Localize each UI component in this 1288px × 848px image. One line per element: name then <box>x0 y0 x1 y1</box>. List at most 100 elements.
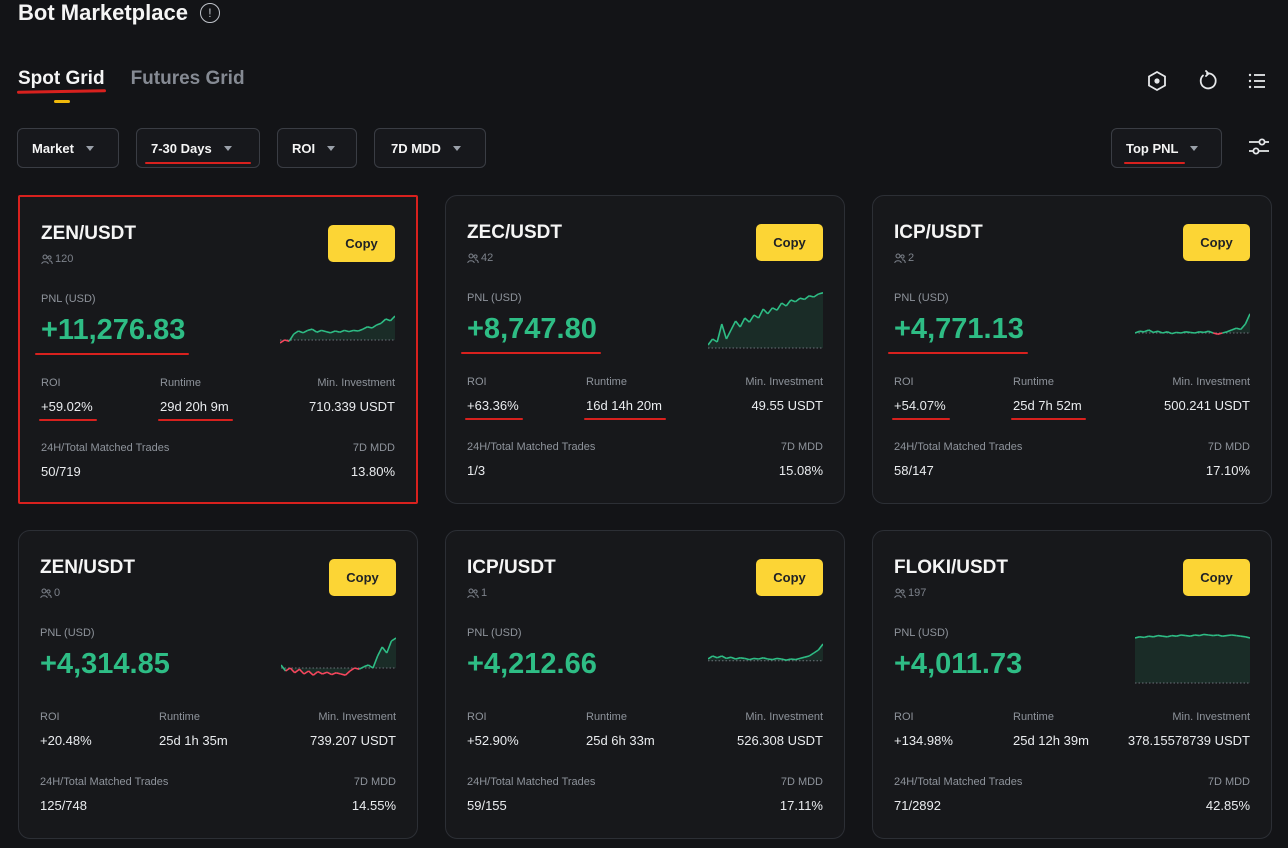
sparkline-segment <box>303 670 310 675</box>
sparkline-segment <box>376 646 383 657</box>
pnl-sparkline <box>280 315 395 344</box>
matched-trades-label: 24H/Total Matched Trades <box>894 776 1023 788</box>
sparkline-segment <box>1139 636 1145 639</box>
sparkline-segment <box>744 657 750 661</box>
sparkline-segment <box>334 330 341 333</box>
sparkline-segment <box>339 329 345 333</box>
sparkline-segment <box>353 329 359 332</box>
filter-bar: Market 7-30 Days ROI 7D MDD <box>17 128 486 168</box>
bot-card[interactable]: ICP/USDT 1 Copy PNL (USD) +4,212.66 ROI … <box>445 530 845 839</box>
sparkline-segment <box>1213 634 1218 637</box>
bot-card[interactable]: ZEN/USDT 0 Copy PNL (USD) +4,314.85 ROI … <box>18 530 418 839</box>
copy-button[interactable]: Copy <box>1183 224 1250 261</box>
matched-trades-value: 59/155 <box>467 798 507 813</box>
sparkline-segment <box>1185 634 1191 637</box>
tab-futures-grid[interactable]: Futures Grid <box>130 68 245 89</box>
copy-button[interactable]: Copy <box>756 224 823 261</box>
market-filter-dropdown[interactable]: Market <box>17 128 119 168</box>
days-filter-dropdown[interactable]: 7-30 Days <box>136 128 260 168</box>
sparkline-segment <box>289 667 296 674</box>
sparkline-segment <box>708 338 714 346</box>
copy-button[interactable]: Copy <box>329 559 396 596</box>
sparkline-segment <box>367 326 373 329</box>
mdd-value: 17.11% <box>779 798 823 813</box>
matched-trades-label: 24H/Total Matched Trades <box>40 776 169 788</box>
sparkline-segment <box>1166 331 1173 335</box>
info-icon[interactable]: ! <box>199 3 220 23</box>
runtime-value: 25d 6h 33m <box>586 733 655 748</box>
filter-settings-icon[interactable] <box>1246 134 1272 160</box>
sparkline-segment <box>357 328 364 332</box>
sparkline-segment <box>726 656 732 660</box>
mdd-filter-dropdown[interactable]: 7D MDD <box>374 128 486 168</box>
sparkline-segment <box>389 315 395 322</box>
sparkline-segment <box>349 667 356 672</box>
mdd-filter-label: 7D MDD <box>391 140 441 156</box>
refresh-icon[interactable] <box>1194 68 1220 94</box>
bot-card[interactable]: ZEN/USDT 120 Copy PNL (USD) +11,276.83 R… <box>18 195 418 504</box>
hexagon-icon[interactable] <box>1144 68 1170 94</box>
mdd-label: 7D MDD <box>353 776 396 788</box>
sparkline-segment <box>804 295 810 301</box>
bot-card[interactable]: FLOKI/USDT 197 Copy PNL (USD) +4,011.73 … <box>872 530 1272 839</box>
matched-trades-label: 24H/Total Matched Trades <box>467 776 596 788</box>
list-icon[interactable] <box>1244 68 1270 94</box>
sparkline-segment <box>1217 332 1223 335</box>
sparkline-segment <box>1162 331 1168 334</box>
sparkline-segment <box>735 657 741 660</box>
runtime-value: 25d 1h 35m <box>159 733 228 748</box>
page-title-text: Bot Marketplace <box>18 0 188 25</box>
roi-filter-dropdown[interactable]: ROI <box>277 128 357 168</box>
mdd-label: 7D MDD <box>780 776 823 788</box>
sparkline-segment <box>1240 635 1246 638</box>
sparkline-segment <box>316 329 322 333</box>
followers-value: 0 <box>54 587 61 599</box>
runtime-value: 29d 20h 9m <box>158 399 233 421</box>
bot-type-tabs: Spot Grid Futures Grid <box>18 68 245 103</box>
roi-filter-label: ROI <box>292 140 316 156</box>
sparkline-segment <box>298 668 305 675</box>
runtime-label: Runtime <box>160 377 201 389</box>
bot-card[interactable]: ICP/USDT 2 Copy PNL (USD) +4,771.13 ROI … <box>872 195 1272 504</box>
sparkline-segment <box>716 655 723 659</box>
bot-card[interactable]: ZEC/USDT 42 Copy PNL (USD) +8,747.80 ROI… <box>445 195 845 504</box>
sparkline-segment <box>330 330 336 334</box>
tab-spot-grid[interactable]: Spot Grid <box>18 68 105 103</box>
copy-button[interactable]: Copy <box>756 559 823 596</box>
sparkline-segment <box>363 664 369 668</box>
sort-control: Top PNL <box>1111 128 1222 168</box>
sparkline-segment <box>712 655 718 659</box>
sparkline-segment <box>1244 313 1250 325</box>
sparkline-segment <box>325 330 331 334</box>
runtime-value: 25d 12h 39m <box>1013 733 1089 748</box>
chevron-down-icon <box>85 145 94 151</box>
roi-value: +59.02% <box>39 399 97 421</box>
sparkline-segment <box>284 339 290 342</box>
sparkline-segment <box>1245 636 1250 639</box>
mdd-value: 13.80% <box>350 464 395 479</box>
mdd-label: 7D MDD <box>780 441 823 453</box>
sparkline-segment <box>1139 330 1145 333</box>
copy-button[interactable]: Copy <box>1183 559 1250 596</box>
sparkline-segment <box>813 293 819 298</box>
min-investment-value: 378.15578739 USDT <box>1127 733 1250 748</box>
sparkline-segment <box>739 317 746 328</box>
sparkline-segment <box>385 318 391 322</box>
pnl-label: PNL (USD) <box>40 627 95 639</box>
sparkline-segment <box>1231 634 1237 637</box>
sparkline-segment <box>294 668 300 674</box>
copy-button[interactable]: Copy <box>328 225 395 262</box>
runtime-label: Runtime <box>586 711 627 723</box>
page-title: Bot Marketplace ! <box>18 0 220 26</box>
sparkline-segment <box>1171 634 1177 637</box>
trading-pair: ZEN/USDT <box>41 223 136 244</box>
sparkline-segment <box>1217 634 1223 637</box>
min-investment-label: Min. Investment <box>745 711 823 723</box>
sparkline-segment <box>818 292 823 295</box>
sparkline-segment <box>730 320 737 331</box>
sparkline-segment <box>817 643 823 651</box>
pnl-sparkline <box>708 292 823 349</box>
mdd-value: 15.08% <box>778 463 823 478</box>
sparkline-segment <box>1226 634 1232 637</box>
sort-dropdown[interactable]: Top PNL <box>1111 128 1222 168</box>
